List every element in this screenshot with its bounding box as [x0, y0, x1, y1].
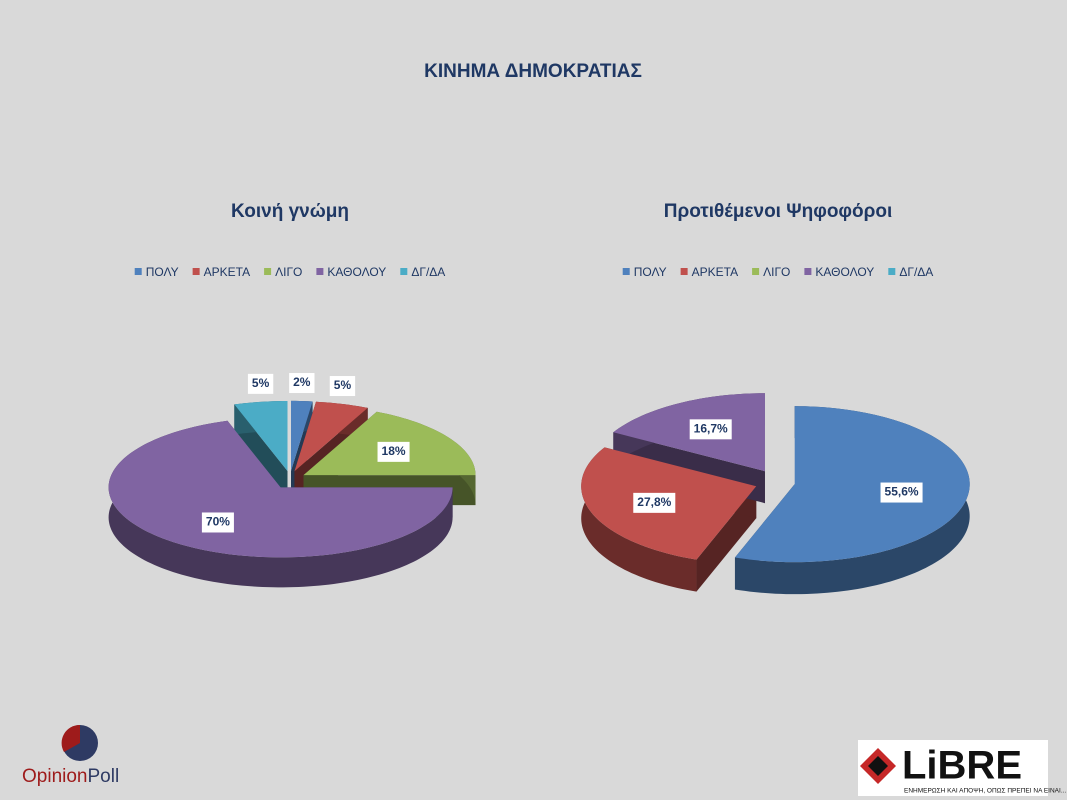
legend-label: ΚΑΘΟΛΟΥ — [327, 265, 386, 279]
data-label-box — [201, 512, 234, 533]
data-label: 5% — [252, 376, 270, 390]
legend-swatch — [316, 268, 324, 275]
slice — [108, 420, 453, 558]
legend-label: ΠΟΛΥ — [146, 265, 179, 279]
data-label: 70% — [206, 515, 230, 529]
logo-text: LiBRE — [902, 744, 1022, 788]
logo-icon — [868, 756, 888, 776]
data-label-box — [377, 441, 410, 462]
slice — [613, 393, 765, 472]
legend-label: ΑΡΚΕΤΑ — [692, 265, 738, 279]
logo-word: Poll — [88, 766, 120, 787]
legend-swatch — [680, 268, 688, 275]
data-label: 5% — [334, 378, 352, 392]
pie — [581, 393, 970, 595]
legend-swatch — [752, 268, 760, 275]
legend: ΠΟΛΥ ΑΡΚΕΤΑ ΛΙΓΟ ΚΑΘΟΛΟΥ ΔΓ/ΔΑ — [622, 265, 933, 279]
slice — [291, 400, 313, 471]
data-label-box — [689, 419, 732, 440]
legend: ΠΟΛΥ ΑΡΚΕΤΑ ΛΙΓΟ ΚΑΘΟΛΟΥ ΔΓ/ΔΑ — [134, 265, 445, 279]
slice — [734, 406, 970, 563]
pie — [108, 400, 476, 588]
data-label: 27,8% — [637, 495, 671, 509]
legend-swatch — [888, 268, 896, 275]
data-label: 55,6% — [885, 485, 919, 499]
legend-label: ΚΑΘΟΛΟΥ — [815, 265, 874, 279]
legend-swatch — [192, 268, 200, 275]
legend-label: ΔΓ/ΔΑ — [411, 265, 445, 279]
slide-title: ΚΙΝΗΜΑ ΔΗΜΟΚΡΑΤΙΑΣ — [424, 61, 642, 82]
chart-title: Κοινή γνώμη — [231, 201, 349, 222]
chart-title: Προτιθέμενοι Ψηφοφόροι — [664, 201, 893, 222]
legend-label: ΔΓ/ΔΑ — [899, 265, 933, 279]
slice-side — [581, 447, 697, 592]
legend-label: ΛΙΓΟ — [275, 265, 302, 279]
legend-swatch — [134, 268, 142, 275]
data-label-box — [633, 492, 676, 513]
data-label: 18% — [382, 444, 406, 458]
data-label-box — [880, 482, 923, 503]
legend-swatch — [264, 268, 272, 275]
legend-label: ΛΙΓΟ — [763, 265, 790, 279]
logo-text: OpinionPoll — [22, 766, 119, 787]
legend-label: ΑΡΚΕΤΑ — [204, 265, 250, 279]
legend-swatch — [400, 268, 408, 275]
data-label: 16,7% — [694, 421, 728, 435]
slice — [294, 401, 368, 472]
legend-label: ΠΟΛΥ — [634, 265, 667, 279]
data-label-box — [289, 373, 315, 394]
data-label: 2% — [293, 375, 311, 389]
logo-tagline: ΕΝΗΜΕΡΩΣΗ ΚΑΙ ΑΠΟΨΗ, ΟΠΩΣ ΠΡΕΠΕΙ ΝΑ ΕΙΝΑ… — [904, 788, 1066, 795]
data-label-box — [247, 373, 274, 394]
legend-swatch — [622, 268, 630, 275]
libre-logo: LiBRE ΕΝΗΜΕΡΩΣΗ ΚΑΙ ΑΠΟΨΗ, ΟΠΩΣ ΠΡΕΠΕΙ Ν… — [858, 740, 1066, 796]
logo-icon — [61, 724, 80, 752]
logo-word: Opinion — [22, 766, 88, 787]
legend-swatch — [804, 268, 812, 275]
slice — [234, 400, 288, 471]
opinion-logo: OpinionPoll — [22, 724, 119, 787]
data-label-box — [329, 376, 356, 397]
